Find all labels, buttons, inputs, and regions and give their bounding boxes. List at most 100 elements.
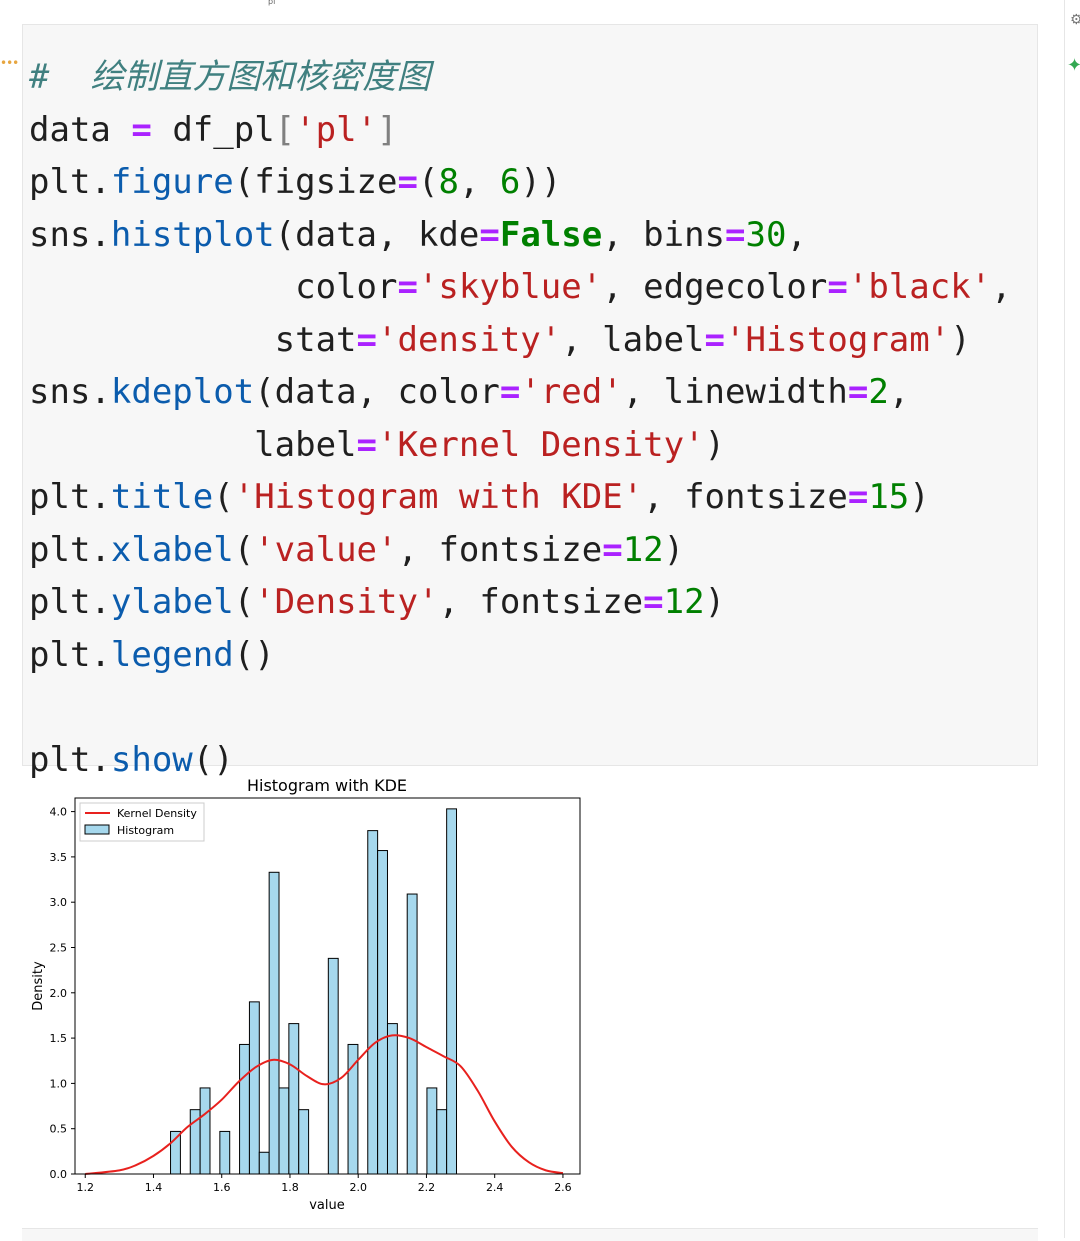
code-token: 8: [438, 162, 459, 202]
histogram-bar: [268, 871, 280, 1175]
code-token: 'Histogram': [725, 319, 951, 360]
code-token: =: [479, 214, 500, 255]
code-token: 'value': [254, 529, 398, 570]
legend-histogram-label: Histogram: [117, 824, 174, 837]
x-tick-label: 2.0: [349, 1181, 367, 1194]
code-token: 'Histogram with KDE': [233, 477, 644, 517]
code-token: xlabel: [110, 529, 234, 570]
legend: Kernel Density Histogram: [79, 802, 205, 842]
histogram-bar: [327, 957, 339, 1175]
code-token: , fontsize: [438, 582, 644, 622]
code-token: 'Density': [254, 582, 439, 622]
code-token: ylabel: [110, 582, 234, 622]
y-tick-label: 4.0: [50, 806, 68, 819]
kde-line: [85, 1034, 564, 1175]
y-tick-label: 3.5: [50, 851, 68, 864]
y-tick-label: 2.0: [50, 987, 68, 1000]
legend-kde-label: Kernel Density: [117, 807, 197, 820]
y-tick-label: 1.5: [50, 1032, 68, 1045]
histogram-bar: [239, 1043, 250, 1175]
code-token: , label: [561, 319, 705, 360]
code-line: sns.kdeplot(data, color='red', linewidth…: [29, 366, 1012, 419]
code-token: (data, kde: [274, 214, 480, 255]
code-token: sns.: [29, 372, 111, 412]
code-token: ): [909, 477, 930, 517]
code-token: color: [29, 267, 398, 307]
code-line: stat='density', label='Histogram'): [29, 314, 1012, 367]
code-token: plt.: [29, 582, 111, 622]
sparkle-icon[interactable]: ✦: [1067, 55, 1080, 76]
y-axis: 0.0 0.5 1.0 1.5 2.0 2.5 3.0 3.5 4.0: [50, 806, 75, 1181]
histogram-bar: [446, 808, 458, 1175]
y-axis-label: Density: [31, 961, 46, 1011]
y-tick-label: 1.0: [50, 1077, 68, 1090]
code-line: plt.show(): [29, 734, 1012, 787]
code-token: =: [643, 582, 664, 622]
code-token: 30: [745, 214, 787, 255]
code-token: 'Kernel Density': [377, 424, 705, 465]
code-token: =: [131, 109, 152, 150]
histogram-bar: [219, 1130, 231, 1175]
histogram-bar: [367, 830, 379, 1175]
gear-icon[interactable]: ⚙: [1070, 12, 1080, 28]
x-tick-label: 2.4: [486, 1181, 504, 1194]
code-line: plt.legend(): [29, 629, 1012, 682]
histogram-bar: [278, 1087, 290, 1175]
code-token: # 绘制直方图和核密度图: [29, 57, 431, 97]
x-tick-label: 1.2: [76, 1181, 94, 1194]
code-token: 12: [622, 529, 664, 570]
next-code-cell[interactable]: [22, 1228, 1038, 1241]
code-token: 2: [868, 372, 889, 412]
x-axis-label: value: [309, 1198, 345, 1213]
code-token: 'black': [847, 267, 992, 307]
code-token: False: [499, 214, 603, 255]
histogram-bars: [170, 808, 458, 1175]
code-token: ): [704, 582, 726, 622]
code-token: ): [663, 529, 685, 570]
code-token: ,: [991, 267, 1012, 307]
plot-frame: [74, 797, 581, 1175]
code-editor[interactable]: # 绘制直方图和核密度图 data = df_pl['pl'] plt.figure…: [29, 51, 1012, 786]
y-tick-label: 2.5: [50, 941, 68, 954]
code-line: plt.figure(figsize=(8, 6)): [29, 156, 1012, 209]
histogram-bar: [347, 1043, 359, 1175]
code-line: [29, 681, 1012, 734]
code-line: sns.histplot(data, kde=False, bins=30,: [29, 209, 1012, 262]
code-token: (data, color: [254, 372, 500, 412]
code-token: (): [233, 634, 275, 675]
histogram-bar: [298, 1109, 310, 1175]
y-tick-label: 0.5: [50, 1123, 68, 1136]
y-tick-label: 0.0: [50, 1168, 68, 1181]
code-token: plt.: [29, 529, 111, 570]
code-line: plt.xlabel('value', fontsize=12): [29, 524, 1012, 577]
code-token: 'pl': [295, 109, 378, 150]
right-toolbar-rail: [1064, 0, 1065, 1238]
code-token: ,: [786, 214, 807, 255]
code-token: stat: [29, 319, 357, 360]
code-token: (): [192, 739, 234, 780]
code-token: , edgecolor: [602, 267, 828, 307]
x-tick-label: 1.4: [145, 1181, 163, 1194]
code-token: title: [110, 477, 214, 517]
legend-box: [79, 802, 205, 842]
code-token: (figsize: [233, 162, 398, 202]
histogram-bar: [258, 1151, 270, 1175]
code-token: show: [110, 739, 193, 780]
code-token: 'density': [377, 319, 562, 360]
x-tick-label: 2.6: [554, 1181, 572, 1194]
code-line: label='Kernel Density'): [29, 419, 1012, 472]
code-line: data = df_pl['pl']: [29, 104, 1012, 157]
code-token: ): [950, 319, 971, 360]
histogram-bar: [199, 1087, 211, 1175]
code-cell[interactable]: # 绘制直方图和核密度图 data = df_pl['pl'] plt.figure…: [22, 24, 1038, 780]
code-token: data: [29, 109, 132, 150]
chart-title: Histogram with KDE: [247, 776, 407, 795]
code-token: =: [602, 529, 623, 570]
code-token: (: [233, 529, 255, 570]
code-line: plt.title('Histogram with KDE', fontsize…: [29, 471, 1012, 524]
drag-dots-icon[interactable]: •••: [0, 56, 19, 70]
code-token: =: [847, 372, 869, 412]
code-token: histplot: [110, 214, 275, 255]
histogram-bar: [406, 893, 418, 1175]
x-tick-label: 1.6: [213, 1181, 231, 1194]
